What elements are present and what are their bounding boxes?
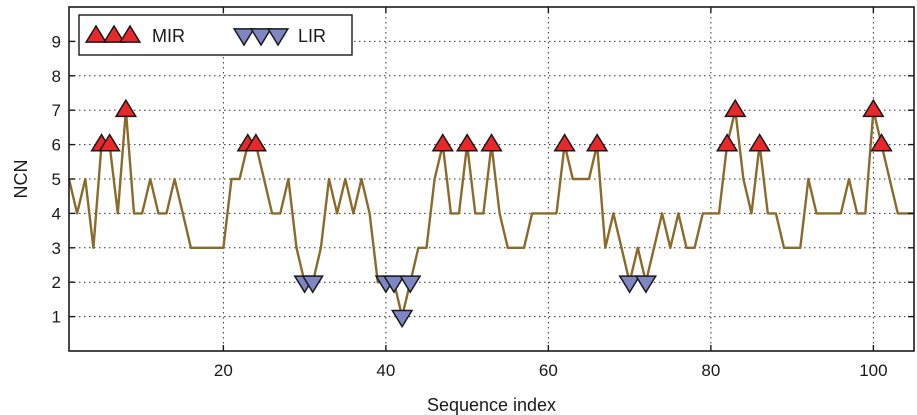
- plot-frame: [68, 6, 915, 352]
- legend-lir-marker: [232, 28, 290, 47]
- y-tick-label: 2: [52, 273, 61, 292]
- mir-marker: [870, 133, 893, 152]
- marker-layer: [90, 98, 893, 329]
- lir-marker: [390, 309, 414, 329]
- legend-mir-triangle: [102, 24, 126, 43]
- x-axis-label: Sequence index: [427, 395, 556, 415]
- mir-marker: [480, 133, 503, 152]
- lir-marker: [634, 275, 658, 294]
- y-tick-label: 5: [52, 170, 61, 189]
- y-tick-label: 6: [52, 136, 61, 155]
- legend-mir-triangle: [84, 24, 108, 43]
- axis-ticks: 1 2 3 4 5 6 7 8 9 20 40 60 80 100: [52, 7, 914, 380]
- lir-marker: [618, 275, 641, 294]
- lir-marker: [301, 275, 324, 294]
- y-axis-label: NCN: [11, 160, 31, 199]
- lir-marker: [399, 275, 422, 294]
- x-tick-label: 80: [701, 361, 720, 380]
- grid-lines: [69, 7, 914, 351]
- mir-marker: [748, 133, 771, 152]
- mir-marker: [724, 98, 747, 118]
- lir-marker: [382, 275, 406, 294]
- legend-mir-triangle: [118, 24, 142, 43]
- x-tick-label: 60: [539, 361, 558, 380]
- y-tick-label: 7: [52, 101, 61, 120]
- legend-lir-triangle: [266, 28, 290, 47]
- mir-marker: [98, 133, 121, 152]
- mir-marker: [114, 98, 138, 118]
- x-tick-label: 20: [214, 361, 233, 380]
- legend-lir-label: LIR: [298, 26, 326, 46]
- mir-marker: [455, 133, 479, 152]
- y-tick-label: 9: [52, 32, 61, 51]
- mir-marker: [431, 133, 454, 152]
- y-tick-label: 8: [52, 67, 61, 86]
- mir-marker: [862, 98, 885, 118]
- y-tick-label: 3: [52, 239, 61, 258]
- x-tick-label: 100: [859, 361, 887, 380]
- legend-lir-triangle: [232, 28, 256, 47]
- mir-marker: [553, 133, 576, 152]
- legend-mir-marker: [84, 24, 142, 43]
- mir-marker: [715, 133, 739, 152]
- x-tick-label: 40: [376, 361, 395, 380]
- y-tick-label: 4: [52, 204, 61, 223]
- legend-mir-label: MIR: [152, 26, 185, 46]
- legend: MIR LIR: [78, 14, 353, 56]
- mir-marker: [585, 133, 609, 152]
- legend-lir-triangle: [249, 28, 273, 47]
- y-tick-label: 1: [52, 308, 61, 327]
- mir-marker: [244, 133, 268, 152]
